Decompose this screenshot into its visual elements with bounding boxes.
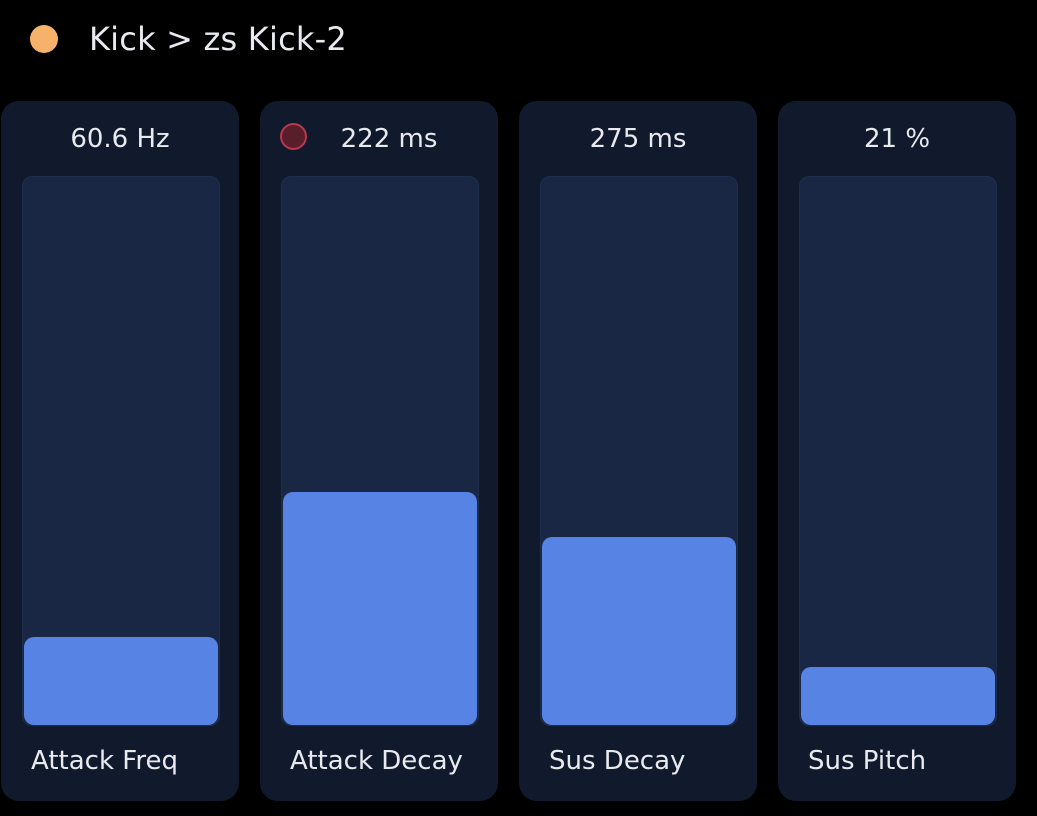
param-slider-sus-pitch[interactable] <box>799 176 997 726</box>
param-slider-sus-decay[interactable] <box>540 176 738 726</box>
param-label: Attack Decay <box>290 746 463 776</box>
param-label: Sus Pitch <box>808 746 927 776</box>
track-color-dot <box>30 25 58 53</box>
param-panel-sus-pitch: 21 % Sus Pitch <box>778 101 1016 801</box>
breadcrumb: Kick > zs Kick-2 <box>89 20 347 58</box>
slider-fill <box>24 637 218 725</box>
param-label: Attack Freq <box>31 746 178 776</box>
modulation-indicator-icon[interactable] <box>280 123 307 150</box>
param-value: 60.6 Hz <box>70 124 170 154</box>
param-panel-attack-freq: 60.6 Hz Attack Freq <box>1 101 239 801</box>
param-panel-attack-decay: 222 ms Attack Decay <box>260 101 498 801</box>
slider-fill <box>283 492 477 725</box>
param-slider-attack-decay[interactable] <box>281 176 479 726</box>
header: Kick > zs Kick-2 <box>30 14 347 64</box>
slider-fill <box>801 667 995 725</box>
param-value: 222 ms <box>340 124 438 154</box>
param-panel-sus-decay: 275 ms Sus Decay <box>519 101 757 801</box>
param-value: 275 ms <box>589 124 687 154</box>
param-slider-attack-freq[interactable] <box>22 176 220 726</box>
param-label: Sus Decay <box>549 746 686 776</box>
param-value: 21 % <box>863 124 931 154</box>
slider-fill <box>542 537 736 725</box>
